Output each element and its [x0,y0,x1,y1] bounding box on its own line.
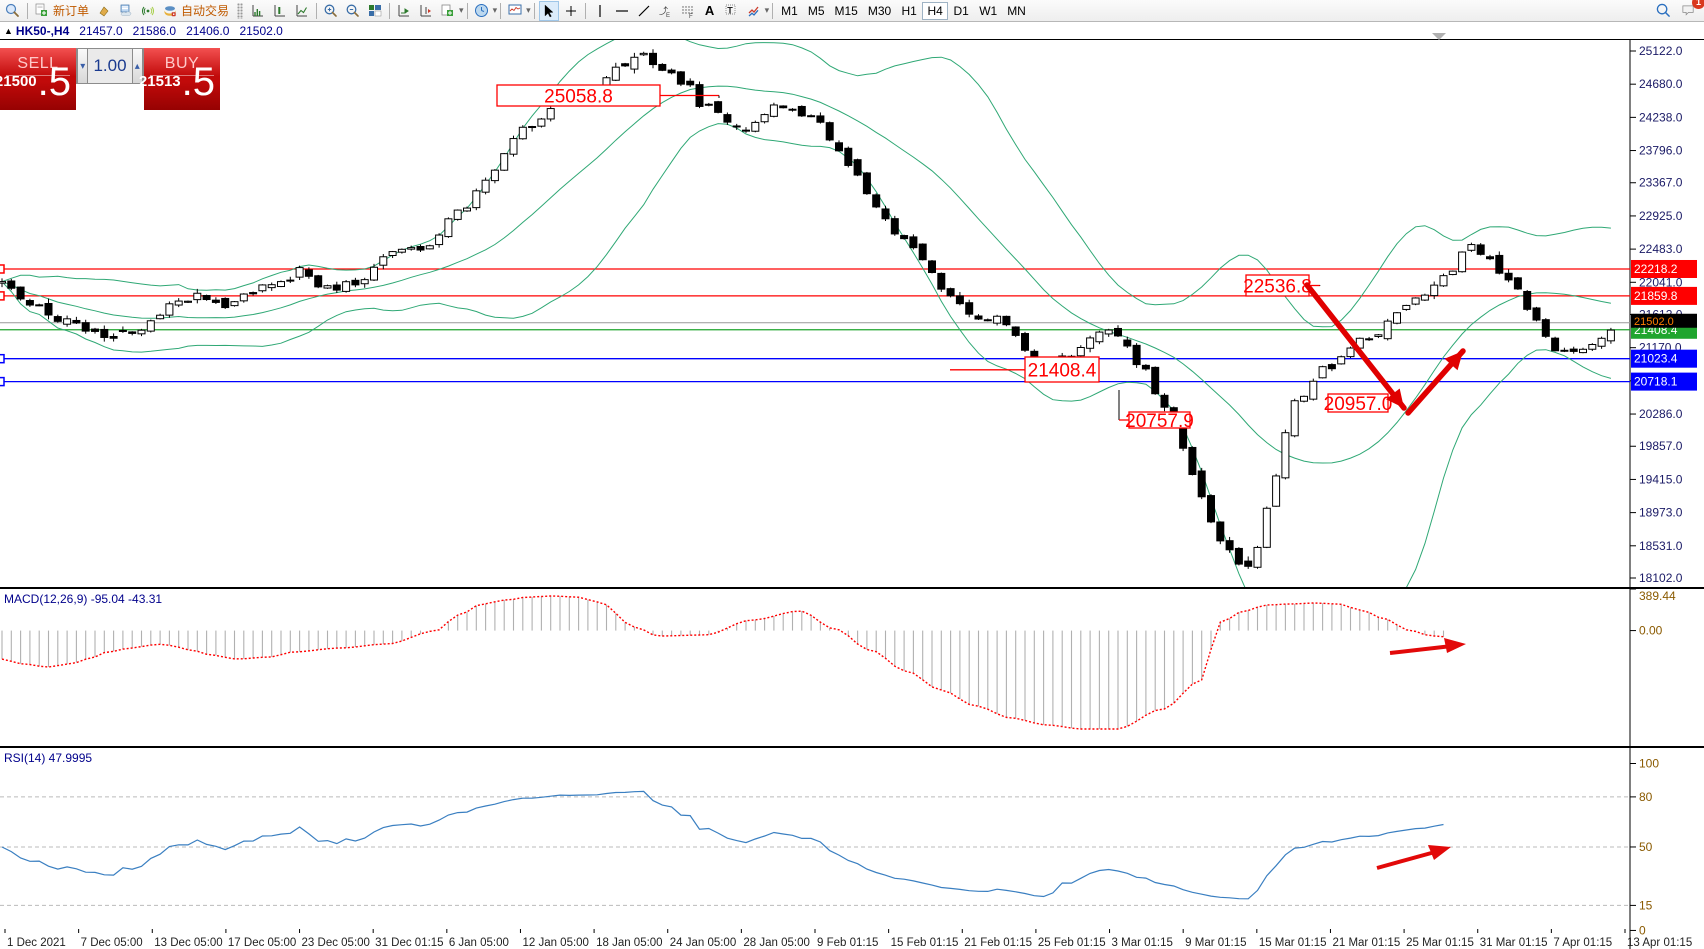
svg-text:21408.4: 21408.4 [1028,361,1097,382]
svg-text:21 Mar 01:15: 21 Mar 01:15 [1332,937,1400,949]
svg-text:20718.1: 20718.1 [1634,375,1678,389]
svg-text:25122.0: 25122.0 [1639,44,1683,58]
svg-text:23796.0: 23796.0 [1639,144,1683,158]
svg-text:19857.0: 19857.0 [1639,439,1683,453]
svg-text:25058.8: 25058.8 [544,87,613,108]
svg-text:0: 0 [1639,923,1646,937]
svg-text:31 Dec 01:15: 31 Dec 01:15 [375,937,443,949]
svg-text:E: E [666,13,670,19]
svg-text:23367.0: 23367.0 [1639,176,1683,190]
svg-text:28 Jan 05:00: 28 Jan 05:00 [743,937,810,949]
svg-text:12 Jan 05:00: 12 Jan 05:00 [522,937,589,949]
svg-text:20286.0: 20286.0 [1639,407,1683,421]
svg-text:MACD(12,26,9) -95.04 -43.31: MACD(12,26,9) -95.04 -43.31 [4,592,162,606]
svg-text:6 Jan 05:00: 6 Jan 05:00 [449,937,509,949]
svg-text:22925.0: 22925.0 [1639,209,1683,223]
svg-text:17 Dec 05:00: 17 Dec 05:00 [228,937,296,949]
svg-text:13 Dec 05:00: 13 Dec 05:00 [154,937,222,949]
svg-text:19415.0: 19415.0 [1639,472,1683,486]
svg-text:9 Mar 01:15: 9 Mar 01:15 [1185,937,1246,949]
svg-text:50: 50 [1639,840,1653,854]
svg-text:21859.8: 21859.8 [1634,289,1678,303]
svg-text:22536.8: 22536.8 [1243,277,1312,298]
svg-text:23 Dec 05:00: 23 Dec 05:00 [302,937,370,949]
svg-text:18102.0: 18102.0 [1639,571,1683,585]
svg-text:15 Mar 01:15: 15 Mar 01:15 [1259,937,1327,949]
svg-text:22483.0: 22483.0 [1639,242,1683,256]
svg-text:24238.0: 24238.0 [1639,110,1683,124]
svg-text:15 Feb 01:15: 15 Feb 01:15 [891,937,959,949]
svg-text:100: 100 [1639,757,1659,771]
svg-text:7 Dec 05:00: 7 Dec 05:00 [81,937,143,949]
svg-text:T: T [727,5,733,15]
svg-text:22218.2: 22218.2 [1634,262,1678,276]
svg-text:0.00: 0.00 [1639,624,1663,638]
svg-text:20757.9: 20757.9 [1125,411,1194,432]
svg-text:21023.4: 21023.4 [1634,352,1678,366]
svg-text:31 Mar 01:15: 31 Mar 01:15 [1480,937,1548,949]
svg-text:18531.0: 18531.0 [1639,539,1683,553]
svg-text:18973.0: 18973.0 [1639,506,1683,520]
svg-text:3 Mar 01:15: 3 Mar 01:15 [1112,937,1173,949]
svg-text:80: 80 [1639,790,1653,804]
svg-text:21 Feb 01:15: 21 Feb 01:15 [964,937,1032,949]
svg-text:24 Jan 05:00: 24 Jan 05:00 [670,937,737,949]
svg-text:15: 15 [1639,898,1653,912]
svg-text:RSI(14) 47.9995: RSI(14) 47.9995 [4,751,92,765]
svg-text:25 Feb 01:15: 25 Feb 01:15 [1038,937,1106,949]
svg-text:21502.0: 21502.0 [1634,316,1674,328]
svg-text:13 Apr 01:15: 13 Apr 01:15 [1627,937,1692,949]
svg-text:F: F [689,14,693,19]
svg-text:25 Mar 01:15: 25 Mar 01:15 [1406,937,1474,949]
svg-text:389.44: 389.44 [1639,589,1676,603]
svg-text:9 Feb 01:15: 9 Feb 01:15 [817,937,878,949]
svg-text:1 Dec 2021: 1 Dec 2021 [7,937,66,949]
svg-text:20957.0: 20957.0 [1324,394,1393,415]
svg-text:7 Apr 01:15: 7 Apr 01:15 [1553,937,1612,949]
svg-text:18 Jan 05:00: 18 Jan 05:00 [596,937,663,949]
svg-text:24680.0: 24680.0 [1639,77,1683,91]
